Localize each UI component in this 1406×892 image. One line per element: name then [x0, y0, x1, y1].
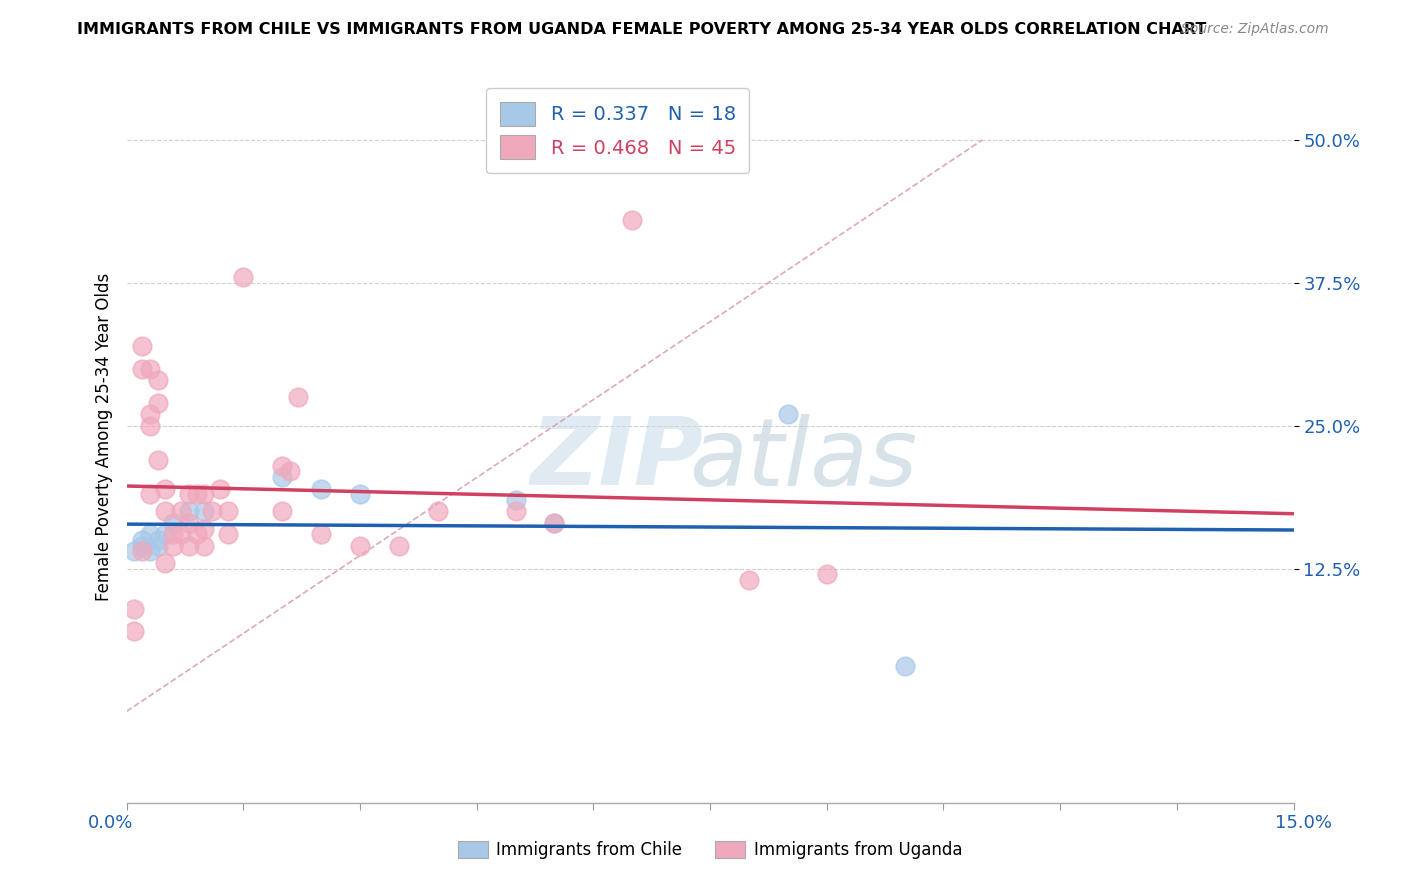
Point [162, 516, 184, 530]
Text: IMMIGRANTS FROM CHILE VS IMMIGRANTS FROM UGANDA FEMALE POVERTY AMONG 25-34 YEAR : IMMIGRANTS FROM CHILE VS IMMIGRANTS FROM… [77, 22, 1206, 37]
Point [201, 504, 224, 518]
Point [131, 539, 153, 553]
Text: ZIP: ZIP [530, 413, 703, 505]
Point [124, 601, 146, 615]
Point [139, 487, 162, 501]
Point [271, 458, 294, 473]
Point [162, 539, 184, 553]
Point [505, 504, 527, 518]
Point [170, 527, 193, 541]
Point [309, 527, 332, 541]
Point [139, 407, 162, 421]
Point [155, 527, 177, 541]
Point [155, 482, 177, 496]
Point [278, 464, 301, 478]
Point [309, 482, 332, 496]
Point [170, 504, 193, 518]
Point [893, 658, 915, 673]
Text: 0.0%: 0.0% [87, 814, 134, 832]
Point [543, 516, 565, 530]
Point [177, 539, 200, 553]
Point [124, 624, 146, 639]
Point [139, 361, 162, 376]
Point [146, 453, 169, 467]
Y-axis label: Female Poverty Among 25-34 Year Olds: Female Poverty Among 25-34 Year Olds [94, 273, 112, 601]
Text: Source: ZipAtlas.com: Source: ZipAtlas.com [1181, 22, 1329, 37]
Point [177, 516, 200, 530]
Point [193, 504, 215, 518]
Point [217, 527, 239, 541]
Point [146, 373, 169, 387]
Point [193, 521, 215, 535]
Point [131, 338, 153, 352]
Point [193, 539, 215, 553]
Point [505, 492, 527, 507]
Point [146, 396, 169, 410]
Point [139, 418, 162, 433]
Point [776, 407, 799, 421]
Text: 15.0%: 15.0% [1275, 814, 1333, 832]
Point [131, 544, 153, 558]
Point [177, 504, 200, 518]
Point [155, 556, 177, 570]
Point [146, 533, 169, 547]
Point [543, 516, 565, 530]
Point [271, 504, 294, 518]
Point [124, 544, 146, 558]
Point [131, 533, 153, 547]
Point [177, 487, 200, 501]
Point [162, 527, 184, 541]
Text: atlas: atlas [689, 414, 918, 505]
Point [186, 527, 208, 541]
Point [738, 573, 761, 587]
Point [139, 527, 162, 541]
Point [426, 504, 449, 518]
Point [139, 544, 162, 558]
Point [388, 539, 411, 553]
Point [193, 487, 215, 501]
Point [232, 270, 254, 285]
Point [155, 504, 177, 518]
Point [349, 487, 371, 501]
Point [186, 487, 208, 501]
Point [146, 539, 169, 553]
Point [287, 390, 309, 404]
Legend: Immigrants from Chile, Immigrants from Uganda: Immigrants from Chile, Immigrants from U… [450, 833, 970, 868]
Point [131, 361, 153, 376]
Point [621, 213, 644, 227]
Point [208, 482, 231, 496]
Point [349, 539, 371, 553]
Point [815, 567, 838, 582]
Point [271, 470, 294, 484]
Point [217, 504, 239, 518]
